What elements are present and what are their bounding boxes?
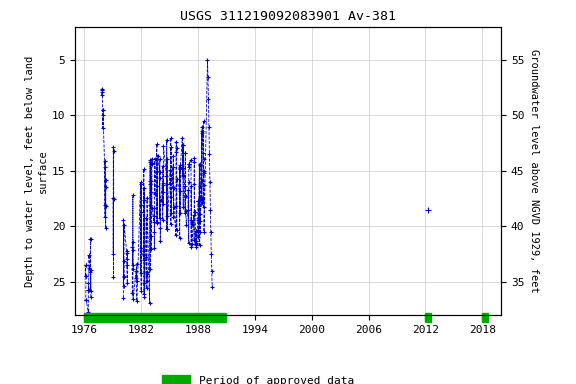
Bar — [482, 313, 488, 322]
Bar — [84, 313, 226, 322]
Y-axis label: Groundwater level above NGVD 1929, feet: Groundwater level above NGVD 1929, feet — [529, 49, 539, 293]
Title: USGS 311219092083901 Av-381: USGS 311219092083901 Av-381 — [180, 10, 396, 23]
Bar — [425, 313, 431, 322]
Legend: Period of approved data: Period of approved data — [158, 371, 359, 384]
Y-axis label: Depth to water level, feet below land
surface: Depth to water level, feet below land su… — [25, 55, 47, 286]
